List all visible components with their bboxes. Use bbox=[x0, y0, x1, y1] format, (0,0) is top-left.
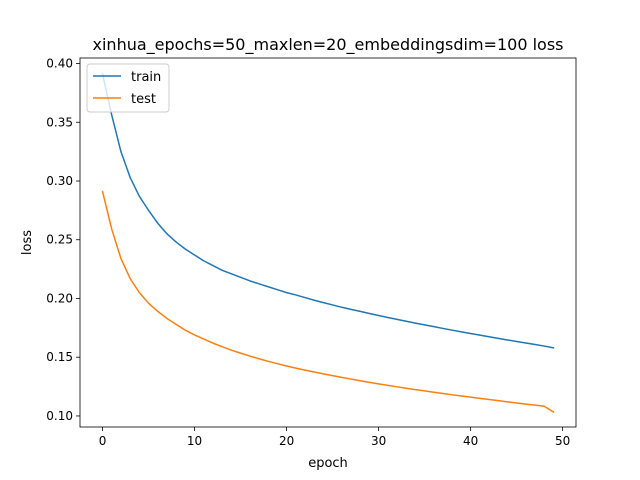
legend: train test bbox=[86, 63, 170, 113]
x-tick-label: 40 bbox=[463, 434, 478, 448]
x-axis: 0 10 20 30 40 50 bbox=[99, 427, 570, 448]
y-tick-label: 0.20 bbox=[46, 291, 73, 305]
series-line-train bbox=[101, 73, 555, 349]
x-tick-label: 0 bbox=[99, 434, 107, 448]
y-tick-label: 0.25 bbox=[46, 233, 73, 247]
plot-area bbox=[79, 57, 577, 428]
y-tick-label: 0.10 bbox=[46, 409, 73, 423]
axes-frame bbox=[79, 57, 577, 428]
y-axis-label: loss bbox=[20, 230, 35, 255]
y-tick-label: 0.35 bbox=[46, 115, 73, 129]
series-layer bbox=[101, 73, 555, 413]
chart-title: xinhua_epochs=50_maxlen=20_embeddingsdim… bbox=[93, 35, 564, 55]
x-tick-label: 20 bbox=[279, 434, 294, 448]
series-line-test bbox=[101, 190, 555, 413]
x-tick-label: 30 bbox=[371, 434, 386, 448]
y-tick-label: 0.30 bbox=[46, 174, 73, 188]
legend-label-test: test bbox=[131, 92, 156, 107]
y-tick-label: 0.40 bbox=[46, 57, 73, 71]
x-axis-label: epoch bbox=[308, 456, 348, 471]
axes-background bbox=[80, 58, 576, 427]
x-tick-label: 10 bbox=[187, 434, 202, 448]
y-axis: 0.10 0.15 0.20 0.25 0.30 0.35 0.40 bbox=[46, 57, 80, 423]
y-tick-label: 0.15 bbox=[46, 350, 73, 364]
legend-label-train: train bbox=[131, 70, 161, 85]
x-tick-label: 50 bbox=[555, 434, 570, 448]
